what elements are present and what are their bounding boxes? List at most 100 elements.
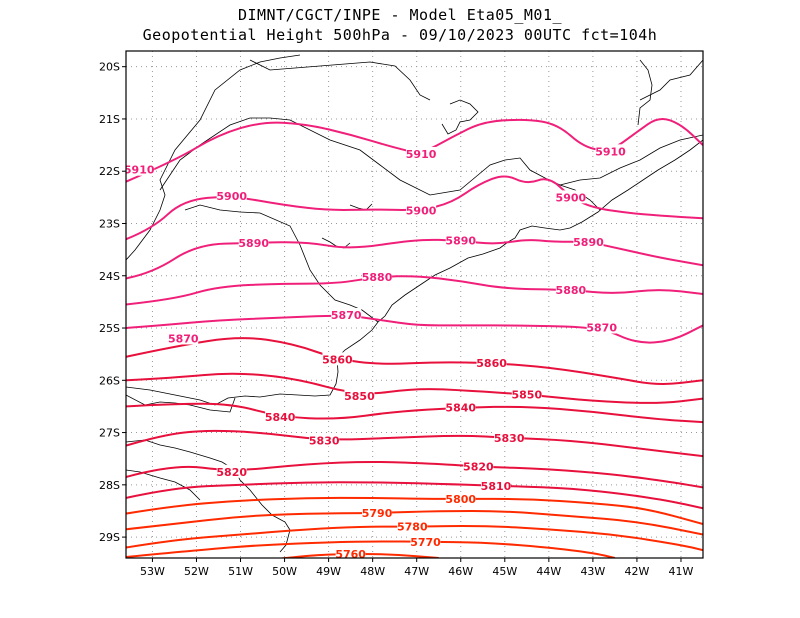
contour-label: 5800 — [445, 493, 476, 506]
contour-label: 5880 — [362, 271, 393, 284]
contour-5790 — [126, 509, 703, 536]
contour-5800 — [126, 496, 703, 525]
lat-tick-label: 23S — [99, 217, 120, 230]
contour-label-bg — [309, 433, 340, 447]
contour-label-bg — [216, 188, 247, 202]
contour-label-bg — [362, 506, 393, 520]
lon-tick-label: 52W — [184, 565, 209, 578]
contour-label-bg — [410, 534, 441, 548]
lat-tick-label: 25S — [99, 322, 120, 335]
contour-label-bg — [511, 387, 542, 401]
contour-label: 5880 — [556, 284, 587, 297]
contour-label: 5850 — [344, 390, 375, 403]
contour-label-bg — [555, 190, 586, 204]
border-west-sc — [126, 469, 201, 501]
lon-tick-label: 43W — [580, 565, 605, 578]
contour-5870 — [126, 314, 703, 344]
contour-labels: 5910 5910 5910 5900 5900 5900 5890 5890 5890 5880… — [124, 144, 626, 561]
contour-label: 5860 — [322, 353, 353, 366]
lon-tick-label: 49W — [316, 565, 341, 578]
contour-label-bg — [480, 478, 511, 492]
contour-label: 5840 — [445, 401, 476, 414]
graticule — [126, 51, 703, 558]
coastline-and-borders — [126, 54, 703, 553]
lat-tick-label: 27S — [99, 427, 120, 440]
contour-label-bg — [397, 519, 428, 533]
state-border-mg-sp — [159, 117, 601, 211]
contour-label-bg — [406, 146, 437, 160]
contour-label-bg — [168, 331, 199, 345]
state-border-ms — [126, 54, 301, 261]
contour-label: 5870 — [331, 309, 362, 322]
geopotential-contours — [126, 117, 703, 558]
contour-label: 5870 — [586, 321, 617, 334]
contour-5860 — [126, 337, 703, 385]
lat-tick-label: 29S — [99, 531, 120, 544]
contour-label: 5830 — [494, 432, 525, 445]
contour-5770 — [126, 540, 616, 558]
longitude-axis: 53W 52W 51W 50W 49W 48W 47W 46W 45W 44W 43W 42W 41W — [140, 558, 694, 578]
contour-label-bg — [322, 352, 353, 366]
contour-label-bg — [445, 491, 476, 505]
contour-label: 5910 — [595, 145, 626, 158]
contour-label: 5850 — [512, 388, 543, 401]
contour-label: 5890 — [238, 237, 269, 250]
contour-5840 — [126, 402, 703, 424]
lat-tick-label: 21S — [99, 113, 120, 126]
contour-label: 5770 — [410, 536, 441, 549]
contour-label-bg — [335, 546, 366, 558]
lat-tick-label: 28S — [99, 479, 120, 492]
lon-tick-label: 41W — [669, 565, 694, 578]
latitude-axis: 20S 21S 22S 23S 24S 25S 26S 27S 28S 29S — [99, 61, 126, 544]
contour-label-bg — [463, 459, 494, 473]
contour-label-bg — [573, 234, 604, 248]
lon-tick-label: 42W — [624, 565, 649, 578]
lon-tick-label: 51W — [228, 565, 253, 578]
title-line-2: Geopotential Height 500hPa - 09/10/2023 … — [142, 26, 658, 44]
contour-label: 5810 — [481, 480, 512, 493]
state-border-mg-rj — [559, 134, 703, 186]
contour-label: 5900 — [556, 191, 587, 204]
lon-tick-label: 46W — [448, 565, 473, 578]
contour-5890 — [126, 238, 703, 280]
lon-tick-label: 47W — [404, 565, 429, 578]
contour-label: 5820 — [216, 466, 247, 479]
contour-label: 5830 — [309, 434, 340, 447]
state-border-mg-es — [639, 59, 703, 101]
contour-label-bg — [476, 356, 507, 370]
contour-label: 5840 — [265, 411, 296, 424]
contour-label: 5900 — [406, 204, 437, 217]
contour-label-bg — [216, 464, 247, 478]
border-east — [637, 59, 653, 126]
contour-label-bg — [265, 409, 296, 423]
contour-5850 — [126, 372, 703, 404]
contour-label: 5900 — [216, 190, 247, 203]
state-border-rs-sc — [126, 439, 291, 553]
contour-label: 5910 — [124, 164, 155, 177]
plot-frame — [125, 50, 704, 559]
contour-label-bg — [238, 235, 269, 249]
contour-label-bg — [362, 269, 393, 283]
contour-label: 5860 — [476, 357, 507, 370]
lon-tick-label: 48W — [360, 565, 385, 578]
contour-label: 5870 — [168, 332, 199, 345]
contour-label-bg — [445, 400, 476, 414]
contour-label: 5760 — [335, 548, 366, 561]
contour-label-bg — [331, 307, 362, 321]
lat-tick-label: 24S — [99, 270, 120, 283]
title-line-1: DIMNT/CGCT/INPE - Model Eta05_M01_ — [237, 6, 563, 24]
lon-tick-label: 44W — [536, 565, 561, 578]
contour-5810 — [126, 481, 703, 510]
contour-label: 5890 — [573, 236, 604, 249]
contour-label: 5780 — [397, 521, 428, 534]
contour-label-bg — [595, 144, 626, 158]
state-border-pr-sp — [184, 204, 379, 323]
contour-label: 5820 — [463, 461, 494, 474]
lon-tick-label: 50W — [272, 565, 297, 578]
lon-tick-label: 53W — [140, 565, 165, 578]
contour-5880 — [126, 275, 703, 306]
lat-tick-label: 26S — [99, 374, 120, 387]
contour-label-bg — [586, 320, 617, 334]
contour-label-bg — [494, 430, 525, 444]
